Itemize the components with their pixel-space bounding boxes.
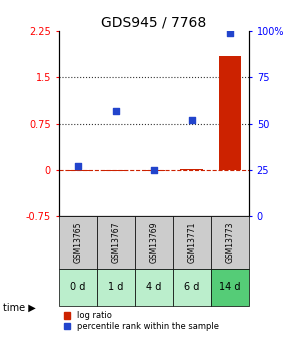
Bar [97,268,135,306]
Bar [173,268,211,306]
Bar [66,170,89,171]
Text: GSM13765: GSM13765 [73,222,82,263]
Bar [173,216,211,268]
Text: 0 d: 0 d [70,283,85,293]
Bar [59,216,97,268]
Text: time ▶: time ▶ [3,303,36,313]
Title: GDS945 / 7768: GDS945 / 7768 [101,16,207,30]
Bar [135,216,173,268]
Legend: log ratio, percentile rank within the sample: log ratio, percentile rank within the sa… [63,310,220,332]
Text: GSM13767: GSM13767 [111,222,120,263]
Bar [135,268,173,306]
Text: GSM13773: GSM13773 [226,222,234,263]
Text: 4 d: 4 d [146,283,161,293]
Point [228,30,232,36]
Point [151,167,156,173]
Point [190,117,194,123]
Text: 6 d: 6 d [184,283,200,293]
Text: 14 d: 14 d [219,283,241,293]
Text: 1 d: 1 d [108,283,123,293]
Bar [104,170,127,171]
Bar [180,169,203,170]
Text: GSM13769: GSM13769 [149,222,158,263]
Bar [211,268,249,306]
Bar [211,216,249,268]
Point [75,164,80,169]
Bar [97,216,135,268]
Point [113,108,118,114]
Bar [142,170,165,171]
Bar [59,268,97,306]
Bar [219,56,241,170]
Text: GSM13771: GSM13771 [188,222,196,263]
